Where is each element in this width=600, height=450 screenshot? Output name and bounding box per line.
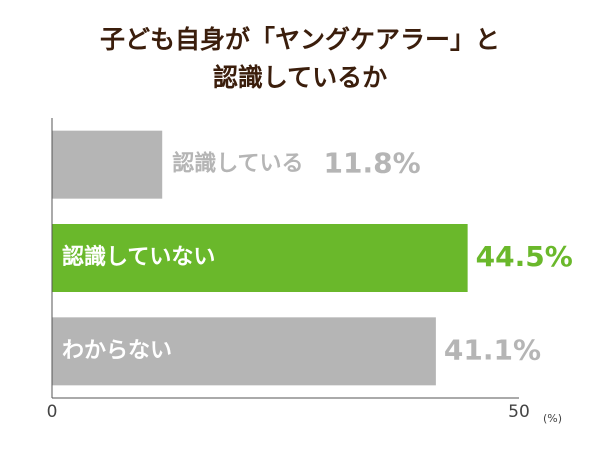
category-label: 認識していない	[62, 244, 215, 270]
bar	[52, 224, 468, 292]
chart-title: 子ども自身が「ヤングケアラー」と	[100, 25, 500, 54]
bar	[52, 317, 436, 386]
value-label: 41.1%	[444, 333, 541, 366]
category-label: わからない	[62, 338, 172, 363]
x-tick-label: 50	[508, 402, 530, 422]
category-label: 認識している	[172, 151, 303, 177]
chart-title: 認識しているか	[213, 63, 387, 92]
x-tick-label: 0	[47, 402, 58, 422]
axis-unit: (%)	[543, 412, 562, 425]
value-label: 44.5%	[476, 240, 573, 273]
value-label: 11.8%	[324, 147, 421, 180]
bar	[52, 130, 163, 199]
